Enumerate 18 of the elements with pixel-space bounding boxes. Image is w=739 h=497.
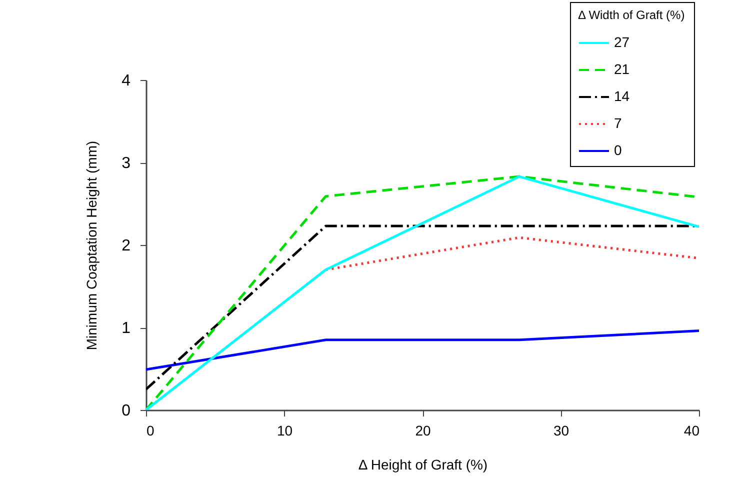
x-tick-label: 0 xyxy=(146,422,154,438)
y-tick-label: 3 xyxy=(122,155,131,172)
y-axis-title: Minimum Coaptation Height (mm) xyxy=(84,140,100,350)
legend-title: Δ Width of Graft (%) xyxy=(578,8,685,22)
y-tick-label: 2 xyxy=(122,238,131,254)
legend-label: 7 xyxy=(614,115,622,131)
x-tick-label: 30 xyxy=(553,422,570,438)
y-tick-label: 4 xyxy=(122,72,131,90)
x-tick-label: 10 xyxy=(276,422,293,438)
y-tick-label: 0 xyxy=(122,402,131,420)
legend-label: 21 xyxy=(614,61,630,77)
x-tick-label: 20 xyxy=(415,422,431,438)
y-tick-label: 1 xyxy=(122,320,131,337)
legend-label: 14 xyxy=(614,88,630,104)
x-tick-label: 40 xyxy=(684,422,700,438)
legend-label: 27 xyxy=(614,34,630,50)
legend-label: 0 xyxy=(614,142,622,158)
x-axis-title: Δ Height of Graft (%) xyxy=(358,456,488,472)
